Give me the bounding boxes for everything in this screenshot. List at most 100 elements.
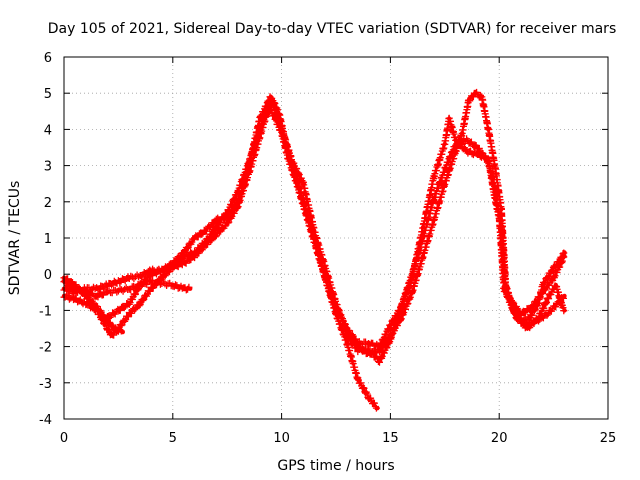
y-tick-label: -2 [39, 341, 52, 356]
data-point [344, 333, 350, 338]
series-track-2 [60, 97, 380, 412]
data-point [518, 319, 524, 324]
data-point [170, 282, 175, 288]
data-point [246, 170, 252, 176]
data-point [453, 138, 458, 143]
data-point [366, 395, 371, 400]
x-tick-label: 10 [273, 431, 290, 446]
data-point [536, 315, 541, 320]
data-point [159, 268, 165, 273]
data-point [214, 217, 219, 223]
data-point [442, 181, 447, 186]
data-point [479, 94, 484, 100]
data-point [116, 326, 121, 331]
data-point [105, 282, 110, 288]
data-point [331, 300, 337, 306]
data-point [301, 181, 306, 186]
data-point [257, 116, 263, 121]
data-point [116, 279, 121, 284]
data-point [420, 224, 426, 230]
data-point [460, 130, 465, 136]
data-point [560, 304, 565, 309]
data-series [60, 88, 568, 412]
data-point [72, 286, 78, 291]
data-point [375, 405, 380, 411]
data-point [225, 221, 230, 226]
data-point [464, 138, 469, 143]
y-tick-label: 1 [44, 232, 52, 247]
data-point [181, 250, 186, 255]
data-point [486, 156, 491, 161]
data-point [94, 286, 99, 291]
y-tick-label: 3 [44, 160, 52, 175]
data-point [355, 376, 360, 382]
data-point [192, 235, 197, 241]
x-tick-label: 20 [491, 431, 508, 446]
data-point [553, 282, 558, 288]
y-tick-label: 0 [44, 268, 52, 283]
data-point [366, 340, 371, 346]
data-point [170, 264, 175, 270]
x-tick-label: 15 [382, 431, 399, 446]
data-point [105, 290, 110, 295]
axis-ticks [63, 56, 609, 420]
data-point [355, 348, 360, 353]
data-point [473, 91, 478, 96]
y-tick-label: 5 [44, 87, 52, 102]
series-track-6 [343, 114, 568, 366]
data-point [137, 273, 143, 279]
data-point [257, 134, 263, 139]
y-tick-label: -1 [39, 304, 52, 319]
data-point [148, 272, 154, 277]
data-point [510, 300, 515, 306]
y-tick-label: 6 [44, 51, 52, 66]
data-point [442, 141, 447, 147]
data-point [214, 224, 219, 230]
data-point [137, 282, 143, 288]
data-point [499, 224, 504, 230]
y-tick-labels: -4 -3 -2 -1 0 1 2 3 4 5 6 [39, 51, 52, 428]
gridlines [64, 57, 608, 419]
data-point [562, 250, 567, 255]
data-point [420, 253, 426, 259]
data-point [105, 326, 110, 331]
data-point [272, 116, 278, 121]
data-point [318, 261, 323, 266]
data-point [409, 290, 415, 295]
data-point [388, 337, 393, 342]
data-point [285, 156, 291, 161]
data-point [279, 130, 284, 136]
data-point [109, 333, 115, 338]
data-point [431, 195, 437, 201]
y-tick-label: 4 [44, 123, 52, 138]
data-point [475, 152, 480, 157]
data-point [399, 304, 404, 309]
series-markers [60, 97, 380, 412]
data-point [501, 286, 506, 291]
data-point [544, 311, 550, 317]
data-point [127, 286, 132, 291]
chart-title: Day 105 of 2021, Sidereal Day-to-day VTE… [48, 21, 616, 37]
data-point [377, 344, 382, 349]
data-point [562, 293, 567, 299]
data-point [492, 163, 498, 168]
data-point [83, 290, 88, 295]
data-point [203, 228, 208, 233]
x-tick-label: 25 [600, 431, 617, 446]
data-point [442, 167, 447, 172]
data-point [188, 286, 193, 291]
data-point [540, 282, 545, 288]
series-track-7 [500, 249, 568, 326]
data-point [83, 300, 88, 306]
data-point [525, 326, 530, 331]
data-point [475, 145, 480, 150]
data-point [551, 275, 556, 281]
data-point [72, 297, 78, 302]
data-point [344, 340, 350, 346]
data-point [431, 217, 437, 223]
x-axis-label: GPS time / hours [277, 458, 394, 474]
data-point [486, 127, 491, 132]
x-tick-label: 0 [60, 431, 68, 446]
data-point [148, 286, 154, 291]
